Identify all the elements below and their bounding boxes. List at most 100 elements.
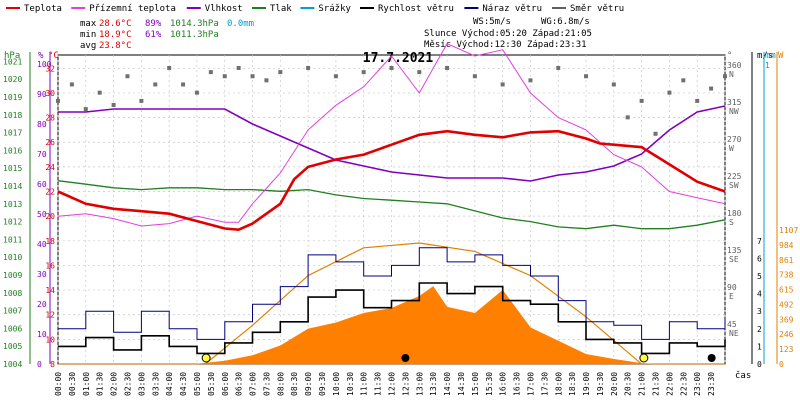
tick-temp-4: 16 (45, 261, 55, 270)
tick-temp-10: 28 (45, 114, 55, 123)
tick-time-24: 12:00 (388, 372, 397, 396)
tick-humidity-7: 70 (37, 150, 47, 159)
tick-temp-11: 30 (45, 89, 55, 98)
chart-title: 17.7.2021 (363, 51, 434, 66)
tick-humidity-0: 0 (37, 360, 42, 369)
tick-time-27: 13:30 (429, 372, 438, 396)
tick-time-41: 20:30 (624, 372, 633, 396)
tick-time-21: 10:30 (346, 372, 355, 396)
tick-pressure-6: 1010 (3, 253, 22, 262)
tick-dir-name-3: SW (729, 181, 739, 190)
tick-dir-7: 45 (727, 320, 737, 329)
tick-time-35: 17:30 (540, 372, 549, 396)
wind-dir-point-36 (723, 74, 727, 79)
tick-time-23: 11:30 (374, 372, 383, 396)
tick-time-25: 12:30 (401, 372, 410, 396)
tick-time-33: 16:30 (513, 372, 522, 396)
stat-avg-label: avg (80, 41, 96, 51)
unit-degc: °C (48, 51, 59, 61)
tick-humidity-5: 50 (37, 210, 47, 219)
tick-time-44: 22:00 (665, 372, 674, 396)
wind-dir-point-12 (222, 74, 227, 79)
tick-time-46: 23:00 (693, 372, 702, 396)
tick-time-13: 06:30 (235, 372, 244, 396)
stat-min-hum: 61% (145, 30, 162, 40)
wind-dir-point-13 (236, 66, 241, 70)
tick-dir-name-0: N (729, 70, 734, 79)
tick-temp-0: 8 (50, 360, 55, 369)
stat-min-label: min (80, 30, 96, 40)
tick-wind-6: 6 (757, 254, 762, 263)
tick-rad-0: 0 (779, 360, 784, 369)
wind-dir-point-16 (278, 70, 283, 75)
tick-time-11: 05:30 (207, 372, 216, 396)
tick-time-30: 15:00 (471, 372, 480, 396)
tick-time-9: 04:30 (179, 372, 188, 396)
tick-pressure-2: 1006 (3, 324, 22, 333)
legend-label-5: Rychlost větru (378, 4, 454, 14)
tick-rad-1: 123 (779, 345, 794, 354)
wind-dir-point-31 (653, 131, 658, 136)
tick-humidity-8: 80 (37, 120, 47, 129)
tick-pressure-17: 1021 (3, 57, 22, 66)
info-slunce: Slunce Východ:05:20 Západ:21:05 (424, 29, 592, 39)
tick-time-7: 03:30 (151, 372, 160, 396)
tick-humidity-3: 30 (37, 270, 47, 279)
wind-dir-point-18 (333, 74, 338, 79)
tick-time-4: 02:00 (110, 372, 119, 396)
unit-wm2: W (778, 51, 784, 61)
wind-dir-point-20 (389, 66, 394, 70)
unit-hpa: hPa (4, 51, 20, 61)
tick-time-17: 08:30 (290, 372, 299, 396)
wind-dir-point-3 (97, 90, 102, 95)
tick-time-28: 14:00 (443, 372, 452, 396)
wind-dir-point-24 (500, 82, 505, 87)
tick-time-3: 01:30 (96, 372, 105, 396)
wind-dir-point-11 (208, 70, 213, 75)
wind-dir-point-23 (472, 74, 477, 79)
legend-label-1: Přízemní teplota (89, 4, 176, 14)
wind-dir-point-26 (556, 66, 561, 70)
tick-humidity-4: 40 (37, 240, 47, 249)
tick-pressure-5: 1009 (3, 271, 22, 280)
tick-dir-5: 135 (727, 246, 742, 255)
tick-dir-name-2: W (729, 144, 734, 153)
legend-label-0: Teplota (24, 4, 62, 14)
stat-max-rain: 0.0mm (227, 19, 254, 29)
tick-time-47: 23:30 (707, 372, 716, 396)
tick-wind-0: 0 (757, 360, 762, 369)
wind-dir-point-1 (69, 82, 74, 87)
tick-time-34: 17:00 (526, 372, 535, 396)
tick-temp-12: 32 (45, 64, 55, 73)
wind-dir-point-9 (181, 82, 186, 87)
series-wind-speed (58, 282, 726, 355)
tick-dir-name-1: NW (729, 107, 739, 116)
tick-time-20: 10:00 (332, 372, 341, 396)
tick-dir-1: 315 (727, 98, 742, 107)
unit-time: čas (735, 370, 751, 381)
wind-dir-point-8 (167, 66, 172, 70)
tick-pressure-16: 1020 (3, 75, 22, 84)
tick-time-6: 03:00 (137, 372, 146, 396)
tick-time-40: 20:00 (610, 372, 619, 396)
tick-time-2: 01:00 (82, 372, 91, 396)
moonrise-marker (401, 354, 410, 362)
wind-dir-point-29 (625, 115, 630, 120)
tick-temp-6: 20 (45, 212, 55, 221)
tick-pressure-7: 1011 (3, 235, 22, 244)
tick-pressure-13: 1017 (3, 129, 22, 138)
tick-wind-5: 5 (757, 272, 762, 281)
wind-dir-point-30 (639, 98, 644, 103)
stat-max-press: 1014.3hPa (170, 19, 219, 29)
tick-temp-7: 22 (45, 188, 55, 197)
wind-dir-point-6 (139, 98, 144, 103)
wind-dir-point-5 (125, 74, 130, 79)
tick-time-45: 22:30 (679, 372, 688, 396)
tick-dir-0: 360 (727, 61, 742, 70)
tick-time-8: 04:00 (165, 372, 174, 396)
tick-time-31: 15:30 (485, 372, 494, 396)
tick-pressure-14: 1018 (3, 111, 22, 120)
tick-time-10: 05:00 (193, 372, 202, 396)
tick-time-15: 07:30 (262, 372, 271, 396)
legend-label-3: Tlak (270, 4, 292, 14)
